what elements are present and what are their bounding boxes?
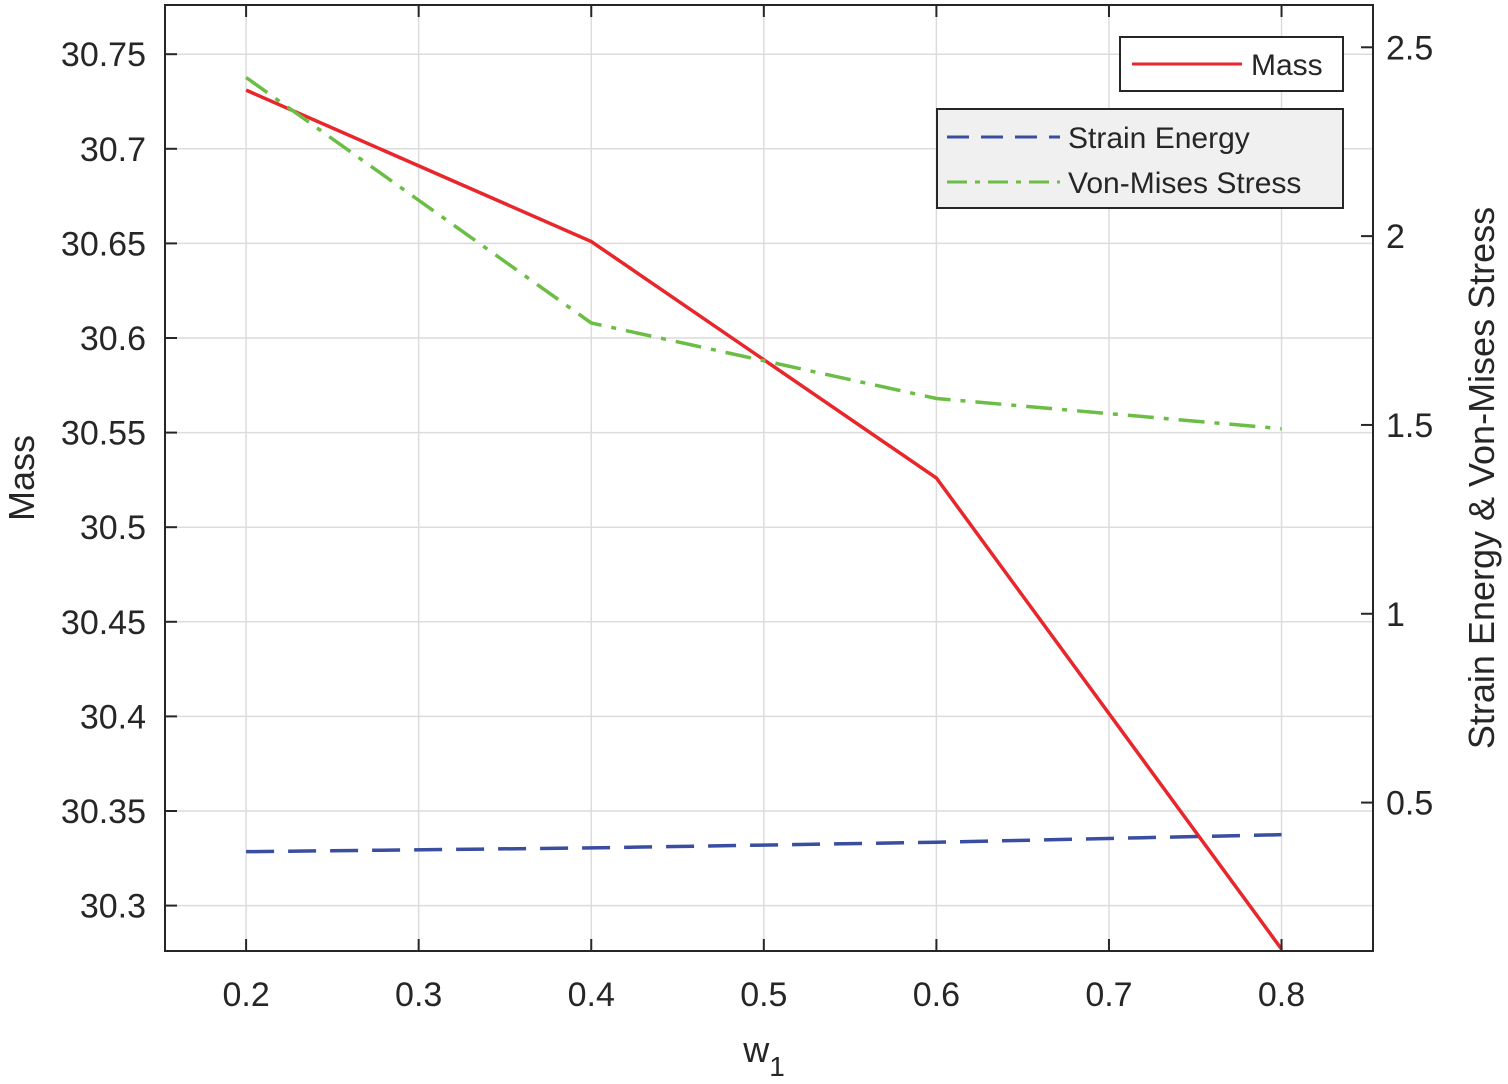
y-left-tick-label: 30.5 (80, 509, 146, 547)
y-axis-left-label: Mass (1, 435, 42, 521)
plot-area-frame (164, 4, 1374, 952)
axes (164, 4, 1374, 952)
legend-box (936, 108, 1344, 209)
legend-mass: Mass (1119, 36, 1344, 92)
y-right-tick-label: 2 (1386, 218, 1405, 256)
legend-label-mass: Mass (1251, 49, 1323, 82)
x-tick-label: 0.8 (1258, 976, 1305, 1014)
y-right-tick-label: 0.5 (1386, 785, 1433, 823)
y-right-tick-label: 1 (1386, 596, 1405, 634)
y-left-tick-label: 30.65 (61, 225, 146, 263)
tick-labels: 0.2 0.3 0.4 0.5 0.6 0.7 0.8 30.3 30.35 30.4 30.45 3… (61, 5, 1433, 1014)
x-axis-label: w1 (742, 1029, 785, 1082)
y-left-tick-label: 30.35 (61, 793, 146, 831)
series-line-strain-energy (246, 832, 1282, 854)
x-axis-label-main: w (742, 1029, 770, 1070)
x-axis-label-subscript: 1 (769, 1051, 785, 1082)
y-left-tick-label: 30.75 (61, 36, 146, 74)
y-axis-right-label: Strain Energy & Von-Mises Stress (1461, 207, 1502, 749)
y-left-tick-label: 30.6 (80, 320, 146, 358)
y-right-tick-label: 2.5 (1386, 29, 1433, 67)
y-left-tick-label: 30.4 (80, 698, 146, 736)
x-tick-label: 0.4 (568, 976, 615, 1014)
x-tick-label: 0.3 (395, 976, 442, 1014)
y-left-tick-label: 30.55 (61, 415, 146, 453)
series-lines (245, 76, 1283, 951)
legend-label-von-mises-stress: Von-Mises Stress (1068, 167, 1301, 200)
y-left-tick-label: 30.3 (80, 888, 146, 926)
x-tick-label: 0.6 (913, 976, 960, 1014)
x-tick-label: 0.7 (1085, 976, 1132, 1014)
y-right-tick-label: 1.5 (1386, 407, 1433, 445)
series-line-von-mises-stress (245, 76, 1282, 431)
legend-label-strain-energy: Strain Energy (1068, 122, 1250, 155)
x-tick-label: 0.2 (222, 976, 269, 1014)
y-left-tick-label: 30.45 (61, 604, 146, 642)
legend-stress-energy: Strain Energy Von-Mises Stress (936, 108, 1344, 209)
y-left-tick-label: 30.7 (80, 131, 146, 169)
x-tick-label: 0.5 (740, 976, 787, 1014)
